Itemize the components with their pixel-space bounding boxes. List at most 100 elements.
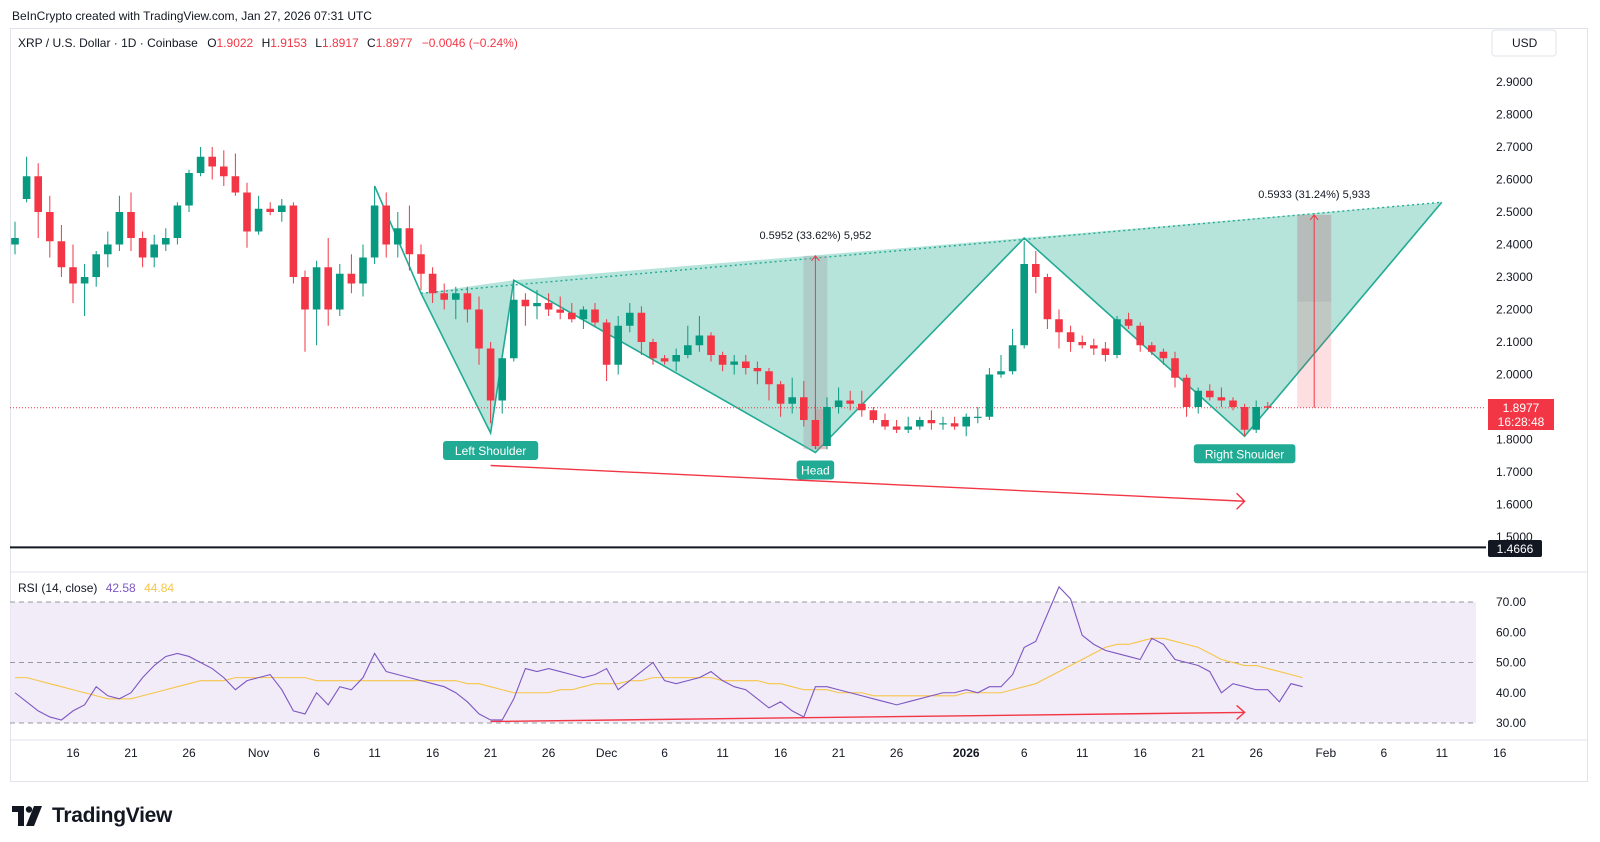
- rsi-pane[interactable]: 70.00 60.00 50.00 40.00 30.00: [10, 571, 1588, 730]
- candle[interactable]: [533, 290, 541, 320]
- pattern-label[interactable]: Right Shoulder: [1193, 444, 1296, 464]
- candle[interactable]: [394, 212, 402, 258]
- candle[interactable]: [1113, 316, 1121, 359]
- candle[interactable]: [544, 293, 553, 316]
- candle[interactable]: [811, 403, 820, 450]
- candle[interactable]: [1148, 342, 1156, 355]
- candle[interactable]: [834, 387, 843, 414]
- candle[interactable]: [916, 416, 924, 430]
- candle[interactable]: [626, 303, 634, 333]
- candle[interactable]: [336, 264, 344, 316]
- candle[interactable]: [278, 199, 286, 222]
- candle[interactable]: [162, 228, 170, 251]
- candle[interactable]: [498, 358, 506, 414]
- candle[interactable]: [1066, 325, 1075, 352]
- candle[interactable]: [974, 407, 982, 424]
- candle[interactable]: [1124, 312, 1133, 329]
- candle[interactable]: [104, 231, 112, 268]
- currency-button-frame[interactable]: [1491, 29, 1557, 57]
- candle[interactable]: [776, 381, 785, 417]
- candle[interactable]: [324, 238, 332, 326]
- candle[interactable]: [1182, 374, 1191, 417]
- candle[interactable]: [823, 397, 831, 450]
- candle[interactable]: [115, 195, 124, 251]
- candle[interactable]: [382, 192, 390, 258]
- candle[interactable]: [486, 342, 495, 424]
- candle[interactable]: [254, 195, 263, 235]
- candle[interactable]: [69, 244, 77, 304]
- candle[interactable]: [510, 280, 518, 362]
- candle[interactable]: [220, 150, 228, 186]
- price-pane[interactable]: 2.9000 2.8000 2.7000 2.6000 2.5000 2.4000 2.30…: [10, 75, 1533, 549]
- candle[interactable]: [475, 296, 483, 365]
- candle[interactable]: [301, 270, 309, 352]
- candle[interactable]: [672, 348, 680, 372]
- candle[interactable]: [1055, 309, 1063, 349]
- candle[interactable]: [1206, 384, 1214, 401]
- candle[interactable]: [57, 225, 66, 277]
- candle[interactable]: [452, 286, 460, 320]
- candle[interactable]: [173, 202, 182, 245]
- candle[interactable]: [266, 202, 274, 216]
- candle[interactable]: [660, 355, 669, 365]
- candle[interactable]: [950, 416, 959, 430]
- candle[interactable]: [208, 147, 216, 180]
- candle[interactable]: [46, 195, 54, 258]
- tradingview-logo[interactable]: TradingView: [12, 803, 172, 829]
- candle[interactable]: [568, 303, 576, 323]
- candle[interactable]: [614, 316, 622, 375]
- candle[interactable]: [1008, 329, 1017, 375]
- pattern-label[interactable]: Head: [796, 460, 835, 480]
- candle[interactable]: [1090, 338, 1098, 355]
- candle[interactable]: [34, 163, 42, 238]
- candle[interactable]: [312, 260, 321, 346]
- candle[interactable]: [370, 186, 379, 264]
- candle[interactable]: [649, 338, 657, 365]
- candle[interactable]: [405, 205, 414, 271]
- candle[interactable]: [637, 306, 646, 355]
- candle[interactable]: [881, 413, 889, 430]
- candle[interactable]: [185, 169, 193, 212]
- candle[interactable]: [800, 381, 808, 427]
- candle[interactable]: [289, 202, 298, 284]
- candle[interactable]: [347, 254, 356, 294]
- candle[interactable]: [556, 296, 564, 320]
- candle[interactable]: [243, 182, 251, 248]
- candle[interactable]: [231, 153, 240, 196]
- currency-button[interactable]: USD: [1512, 36, 1538, 50]
- candle[interactable]: [858, 390, 866, 417]
- candle[interactable]: [80, 264, 89, 316]
- candle[interactable]: [939, 416, 947, 430]
- candle[interactable]: [730, 355, 738, 375]
- candle[interactable]: [707, 332, 715, 362]
- candle[interactable]: [463, 286, 472, 323]
- candle[interactable]: [892, 420, 901, 433]
- candle[interactable]: [904, 416, 912, 433]
- candle[interactable]: [1043, 273, 1052, 329]
- candle[interactable]: [695, 316, 704, 352]
- candle[interactable]: [359, 244, 367, 297]
- candle[interactable]: [1032, 251, 1040, 294]
- candle[interactable]: [788, 377, 796, 414]
- candle[interactable]: [440, 283, 448, 310]
- candle[interactable]: [765, 368, 773, 401]
- candle[interactable]: [428, 267, 437, 303]
- candle[interactable]: [196, 147, 205, 177]
- candle[interactable]: [1078, 335, 1086, 349]
- candle[interactable]: [1171, 351, 1179, 388]
- candle[interactable]: [1136, 322, 1144, 352]
- candle[interactable]: [1217, 387, 1226, 408]
- candle[interactable]: [753, 361, 762, 385]
- candle[interactable]: [521, 293, 530, 326]
- candle[interactable]: [1101, 342, 1110, 362]
- candle[interactable]: [417, 244, 425, 291]
- candle[interactable]: [1194, 387, 1202, 414]
- candle[interactable]: [742, 355, 750, 375]
- candle[interactable]: [846, 390, 854, 411]
- candle[interactable]: [1159, 348, 1168, 365]
- candle[interactable]: [962, 413, 970, 437]
- candle[interactable]: [684, 325, 692, 359]
- candle[interactable]: [11, 221, 19, 255]
- time-axis[interactable]: 16 21 26 Nov 6 11 16 21 26 Dec 6 11 16 21 26 2026 6 11 16 2…: [10, 739, 1588, 760]
